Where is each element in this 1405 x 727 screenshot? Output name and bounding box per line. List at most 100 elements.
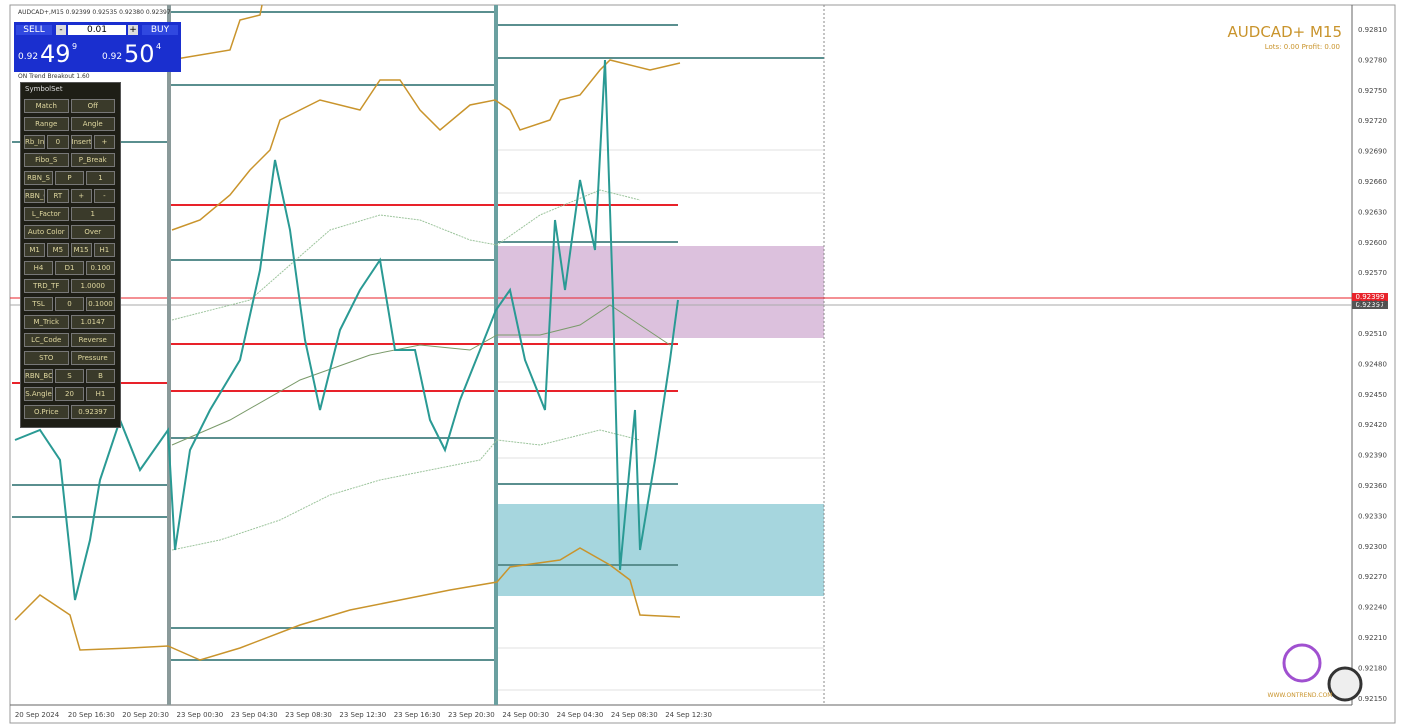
panel-button[interactable]: 0.100 [86,261,115,275]
panel-button[interactable]: S [55,369,84,383]
lot-plus[interactable]: + [128,25,138,35]
symbol-label: AUDCAD+ M15 [1228,23,1342,41]
panel-button[interactable]: P_Break [70,153,115,167]
panel-button[interactable]: Angle [70,117,115,131]
chart-info: AUDCAD+,M15 0.92399 0.92535 0.92380 0.92… [18,9,171,16]
panel-button[interactable]: M1 [24,243,46,257]
panel-button[interactable]: P [55,171,84,185]
panel-button[interactable]: H1 [93,243,115,257]
price-label: 0.92600 [1358,239,1387,247]
buy-button[interactable]: BUY [142,25,178,35]
panel-button[interactable]: H4 [24,261,53,275]
price-label: 0.92570 [1358,269,1387,277]
panel-button[interactable]: S.Angle [24,387,53,401]
panel-button[interactable]: Pressure [70,351,115,365]
price-label: 0.92210 [1358,634,1387,642]
ask-label: 0.92399 [1356,293,1385,301]
panel-button[interactable]: 1 [86,171,115,185]
panel-button[interactable]: Reverse [70,333,115,347]
panel-button[interactable]: 0.92397 [70,405,115,419]
panel-button[interactable]: 0 [47,135,69,149]
panel-button[interactable]: STO [24,351,69,365]
time-label: 24 Sep 08:30 [611,711,658,719]
panel-button[interactable]: B [86,369,115,383]
panel-button[interactable]: + [70,189,92,203]
panel-button[interactable]: M_Trick [24,315,69,329]
panel-button[interactable]: 20 [55,387,84,401]
trade-panel: SELL - 0.01 + BUY 0.92 49 9 0.92 50 4 [14,22,181,72]
session-separator [494,5,498,705]
panel-button[interactable]: TSL [24,297,53,311]
panel-button[interactable]: 1 [70,207,115,221]
minor-levels [497,149,824,691]
panel-button[interactable]: L_Factor [24,207,69,221]
bid-box [1352,301,1388,309]
panel-button[interactable]: Off [70,99,115,113]
panel-button[interactable]: O.Price [24,405,69,419]
sell-price[interactable]: 49 [40,40,71,68]
time-label: 23 Sep 04:30 [231,711,278,719]
price-label: 0.92420 [1358,421,1387,429]
supply-zone [497,246,824,338]
buy-price-prefix: 0.92 [102,52,123,62]
buy-price[interactable]: 50 [124,40,155,68]
sell-button[interactable]: SELL [16,25,52,35]
panel-button[interactable]: Match [24,99,69,113]
time-label: 23 Sep 12:30 [339,711,386,719]
price-label: 0.92630 [1358,208,1387,216]
panel-button[interactable]: Over [70,225,115,239]
price-label: 0.92810 [1358,26,1387,34]
price-label: 0.92780 [1358,56,1387,64]
sell-price-prefix: 0.92 [18,52,39,62]
time-label: 24 Sep 00:30 [502,711,549,719]
frame [9,4,1396,724]
panel-button[interactable]: TRD_TF [24,279,69,293]
panel-button[interactable]: LC_Code [24,333,69,347]
panel-button[interactable]: + [93,135,115,149]
panel-button[interactable]: Auto Color [24,225,69,239]
panel-title: SymbolSet [25,85,63,93]
price-label: 0.92390 [1358,452,1387,460]
panel-button[interactable]: H1 [86,387,115,401]
panel-button[interactable]: 1.0147 [70,315,115,329]
time-label: 23 Sep 00:30 [177,711,224,719]
lot-minus[interactable]: - [56,25,66,35]
panel-button[interactable]: 1.0000 [70,279,115,293]
control-panel: SymbolSet Match Off Range Angle Rb_Int 0 Inser… [20,82,121,428]
panel-button[interactable]: Rb_Int [24,135,46,149]
price-label: 0.92180 [1358,664,1387,672]
time-label: 20 Sep 2024 [15,711,60,719]
mid-band [171,189,641,321]
panel-button[interactable]: Fibo_S [24,153,69,167]
indicator-name: ON Trend Breakout 1.60 [18,73,90,80]
panel-button[interactable]: RBN_BCK [24,369,53,383]
panel-button[interactable]: M5 [47,243,69,257]
lot-input[interactable]: 0.01 [68,25,126,35]
upper-band [171,59,681,231]
panel-button[interactable]: - [93,189,115,203]
panel-button[interactable]: M15 [70,243,92,257]
price-label: 0.92480 [1358,360,1387,368]
panel-button[interactable]: RBN_S [24,171,53,185]
price-label: 0.92270 [1358,573,1387,581]
zoom-icon[interactable] [1327,666,1363,702]
price-label: 0.92240 [1358,604,1387,612]
panel-button[interactable]: Range [24,117,69,131]
watermark: WWW.ONTREND.COM [1268,692,1333,699]
sell-price-sup: 9 [72,42,78,51]
panel-button[interactable]: RBN_CR [24,189,46,203]
panel-button[interactable]: RT [47,189,69,203]
price-label: 0.92150 [1358,695,1387,703]
panel-button[interactable]: 0 [55,297,84,311]
bid-label: 0.92397 [1356,301,1385,309]
panel-button[interactable]: Insert [70,135,92,149]
panel-button[interactable]: 0.1000 [86,297,115,311]
time-label: 24 Sep 04:30 [557,711,604,719]
price [14,59,679,601]
time-label: 23 Sep 08:30 [285,711,332,719]
session-separator [167,5,171,705]
mid-band [171,429,641,551]
panel-button[interactable]: D1 [55,261,84,275]
